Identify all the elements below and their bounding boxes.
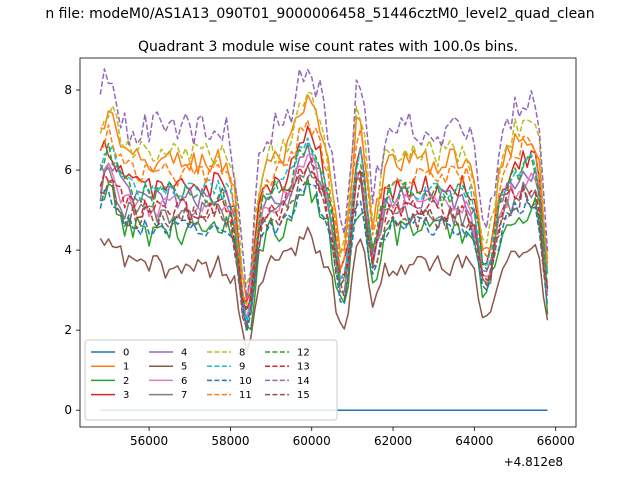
x-tick-label: 64000 bbox=[455, 434, 493, 448]
plot-area bbox=[99, 68, 549, 411]
x-tick-label: 62000 bbox=[374, 434, 412, 448]
series-line-7 bbox=[99, 164, 549, 320]
chart-title: Quadrant 3 module wise count rates with … bbox=[138, 39, 518, 55]
legend-label-0: 0 bbox=[123, 348, 129, 359]
legend-label-1: 1 bbox=[123, 362, 129, 373]
series-line-15 bbox=[100, 170, 549, 329]
legend-label-12: 12 bbox=[297, 348, 310, 359]
legend-label-3: 3 bbox=[123, 390, 129, 401]
legend-label-10: 10 bbox=[239, 376, 252, 387]
legend-label-15: 15 bbox=[297, 390, 310, 401]
series-line-9 bbox=[99, 137, 549, 323]
legend-label-8: 8 bbox=[239, 348, 245, 359]
legend-label-11: 11 bbox=[239, 390, 252, 401]
y-tick-label: 4 bbox=[64, 243, 72, 257]
x-tick-label: 66000 bbox=[537, 434, 575, 448]
legend-label-14: 14 bbox=[297, 376, 310, 387]
axes-frame bbox=[79, 57, 577, 428]
x-tick-label: 60000 bbox=[293, 434, 331, 448]
series-line-14 bbox=[99, 68, 549, 299]
series-line-13 bbox=[99, 157, 549, 312]
x-tick-label: 56000 bbox=[130, 434, 168, 448]
legend-label-2: 2 bbox=[123, 376, 129, 387]
axes: 56000 58000 60000 62000 64000 66000 0 2 4 6 8 bbox=[64, 57, 577, 448]
y-tick-label: 6 bbox=[64, 163, 72, 177]
legend-label-7: 7 bbox=[181, 390, 187, 401]
series-line-1 bbox=[100, 94, 549, 303]
series-line-12 bbox=[99, 142, 549, 309]
legend-label-13: 13 bbox=[297, 362, 310, 373]
x-offset-label: +4.812e8 bbox=[504, 455, 563, 469]
legend-label-4: 4 bbox=[181, 348, 187, 359]
series-line-5 bbox=[99, 226, 549, 353]
y-tick-label: 0 bbox=[64, 403, 72, 417]
series-line-10 bbox=[99, 182, 549, 333]
y-tick-label: 2 bbox=[64, 323, 72, 337]
legend-label-9: 9 bbox=[239, 362, 245, 373]
series-line-6 bbox=[99, 153, 549, 321]
x-tick-label: 58000 bbox=[211, 434, 249, 448]
series-line-11 bbox=[99, 119, 549, 305]
series-line-8 bbox=[99, 91, 549, 286]
legend-label-5: 5 bbox=[181, 362, 187, 373]
figure-suptitle: n file: modeM0/AS1A13_090T01_9000006458_… bbox=[45, 6, 594, 22]
legend-label-6: 6 bbox=[181, 376, 187, 387]
y-tick-label: 8 bbox=[64, 83, 72, 97]
series-line-2 bbox=[100, 176, 549, 331]
